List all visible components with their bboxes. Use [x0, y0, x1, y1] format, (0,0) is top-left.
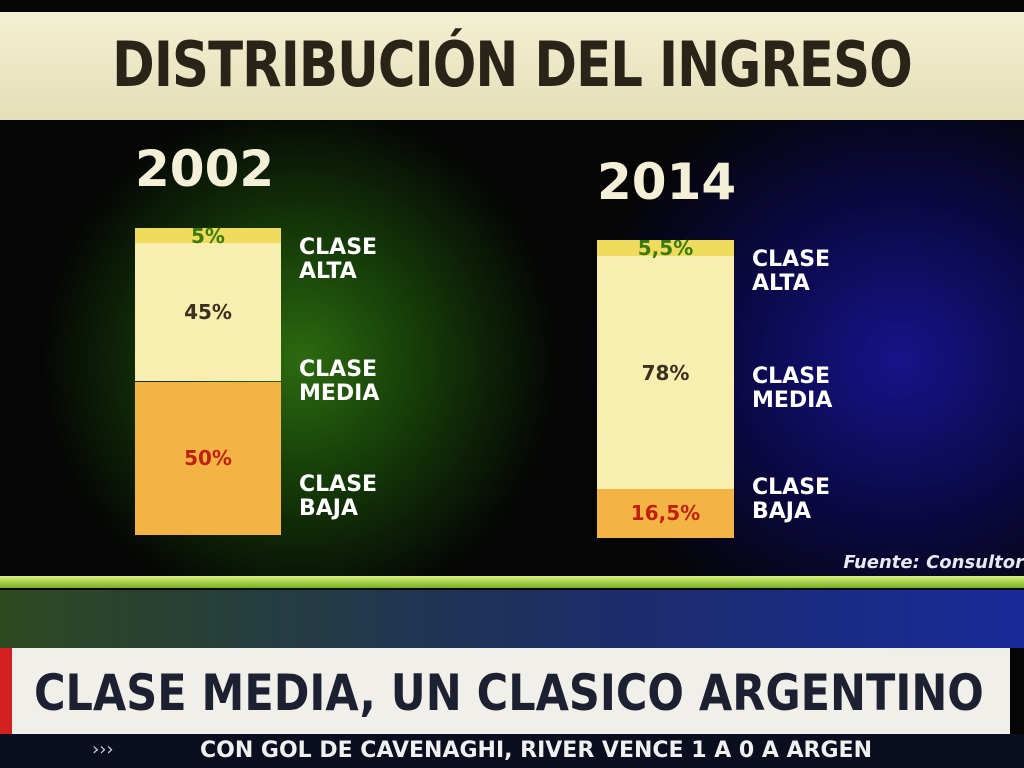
headline-bar: CLASE MEDIA, UN CLASICO ARGENTINO	[0, 648, 1010, 734]
separator	[0, 576, 1024, 588]
bar-segment	[597, 256, 734, 489]
series-label: CLASE MEDIA	[752, 364, 833, 413]
chart-title: DISTRIBUCIÓN DEL INGRESO	[112, 28, 913, 101]
value-label: 50%	[184, 446, 232, 471]
lower-band	[0, 590, 1024, 648]
bar-segment	[135, 228, 281, 244]
bar-segment	[135, 243, 281, 382]
year-label: 2014	[597, 153, 737, 211]
value-label: 78%	[641, 360, 690, 385]
bar-segment	[597, 240, 734, 257]
bar-segment	[597, 488, 734, 538]
value-label: 5%	[191, 223, 225, 248]
value-label: 16,5%	[630, 501, 701, 526]
ticker-arrows: ›››	[92, 739, 114, 760]
series-label: CLASE ALTA	[299, 235, 378, 284]
series-label: CLASE MEDIA	[299, 356, 380, 406]
series-label: CLASE ALTA	[752, 247, 831, 296]
year-label: 2002	[135, 140, 275, 198]
bar-segment	[135, 381, 281, 535]
headline: CLASE MEDIA, UN CLASICO ARGENTINO	[34, 664, 984, 722]
source: Fuente: Consultor	[843, 552, 1024, 573]
ticker-bar: ››› CON GOL DE CAVENAGHI, RIVER VENCE 1 …	[0, 734, 1024, 768]
series-label: CLASE BAJA	[752, 475, 831, 524]
value-label: 45%	[184, 300, 232, 325]
series-label: CLASE BAJA	[299, 472, 378, 521]
value-label: 5,5%	[637, 236, 694, 261]
title-band: DISTRIBUCIÓN DEL INGRESO	[0, 12, 1024, 120]
ticker: CON GOL DE CAVENAGHI, RIVER VENCE 1 A 0 …	[200, 738, 872, 763]
